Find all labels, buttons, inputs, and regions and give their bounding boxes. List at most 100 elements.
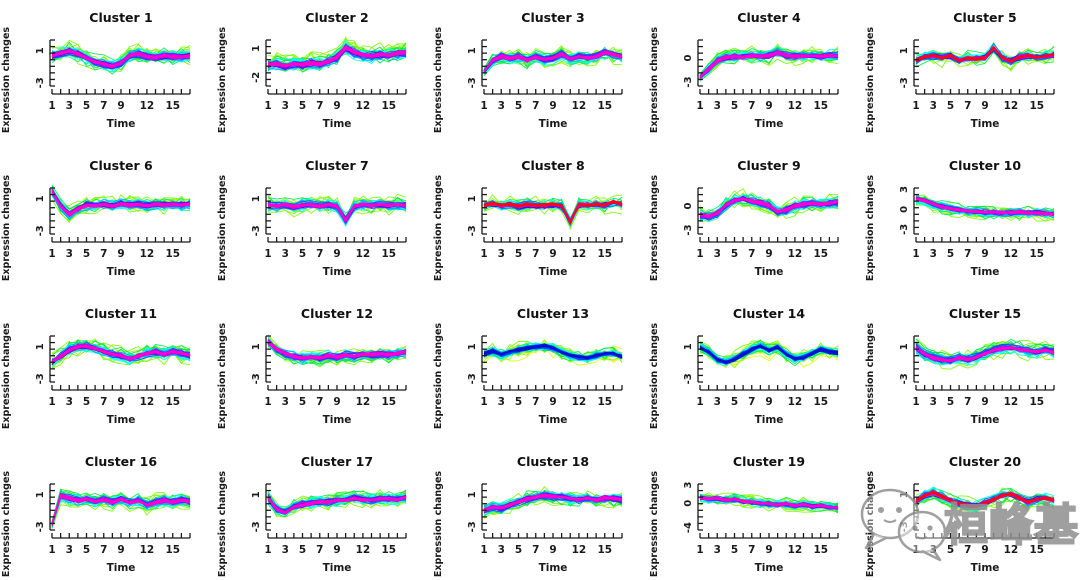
x-tick-label: 9 — [981, 396, 988, 408]
y-axis: -3 1 — [251, 335, 271, 384]
y-tick-label: 1 — [35, 47, 46, 54]
x-axis: 1 3 5 7 9 12 15 — [480, 237, 623, 260]
x-axis: 1 3 5 7 9 12 15 — [48, 385, 191, 408]
x-axis-label: Time — [755, 266, 784, 278]
x-tick-label: 9 — [549, 396, 556, 408]
x-axis: 1 3 5 7 9 12 15 — [264, 237, 407, 260]
line-bundle — [267, 36, 407, 73]
expression-line — [267, 342, 407, 359]
y-tick-label: 1 — [251, 343, 262, 350]
x-axis: 1 3 5 7 9 12 15 — [48, 237, 191, 260]
y-tick-label: 1 — [467, 47, 478, 54]
cluster-panel-12: Cluster 12 Expression changes -3 1 1 3 5 7 9 12 15… — [216, 296, 432, 444]
x-tick-label: 5 — [299, 396, 306, 408]
cluster-panel-11: Cluster 11 Expression changes -3 1 1 3 5 7 9 12 15… — [0, 296, 216, 444]
line-bundle — [699, 339, 839, 369]
panel-title: Cluster 3 — [521, 10, 584, 25]
x-tick-label: 1 — [48, 100, 55, 112]
cluster-panel-17: Cluster 17 Expression changes -3 1 1 3 5 7 9 12 15… — [216, 444, 432, 580]
cluster-panel-8: Cluster 8 Expression changes -3 1 1 3 5 7 9 12 15 T… — [432, 148, 648, 296]
panel-title: Cluster 17 — [301, 454, 373, 469]
y-tick-label: 1 — [899, 491, 910, 498]
cluster-panel-1: Cluster 1 Expression changes -3 1 1 3 5 7 9 12 15 T… — [0, 0, 216, 148]
x-tick-label: 9 — [333, 396, 340, 408]
cluster-panel-5: Cluster 5 Expression changes -3 1 1 3 5 7 9 12 15 T… — [864, 0, 1080, 148]
x-tick-label: 15 — [381, 100, 396, 112]
x-tick-label: 9 — [333, 544, 340, 556]
x-axis-label: Time — [323, 414, 352, 426]
x-tick-label: 1 — [696, 100, 703, 112]
y-axis: -3 1 — [251, 187, 271, 236]
x-tick-label: 12 — [572, 396, 587, 408]
x-tick-label: 1 — [48, 544, 55, 556]
cluster-panel-4: Cluster 4 Expression changes -3 0 1 3 5 7 9 12 15 T… — [648, 0, 864, 148]
x-tick-label: 5 — [83, 544, 90, 556]
x-tick-label: 7 — [532, 248, 539, 260]
line-bundle — [51, 488, 191, 529]
x-axis-label: Time — [107, 118, 136, 130]
panel-title: Cluster 9 — [737, 158, 800, 173]
x-tick-label: 3 — [282, 100, 289, 112]
y-tick-label: -3 — [467, 225, 478, 236]
y-axis: -3 1 — [899, 335, 919, 384]
x-tick-label: 1 — [912, 396, 919, 408]
x-tick-label: 9 — [117, 248, 124, 260]
y-axis-label: Expression changes — [433, 471, 444, 578]
x-axis: 1 3 5 7 9 12 15 — [264, 89, 407, 112]
x-tick-label: 1 — [264, 248, 271, 260]
x-tick-label: 15 — [381, 396, 396, 408]
x-tick-label: 7 — [100, 544, 107, 556]
x-tick-label: 7 — [316, 544, 323, 556]
x-tick-label: 7 — [748, 544, 755, 556]
y-axis: -3 1 — [683, 335, 703, 384]
cluster-panel-2: Cluster 2 Expression changes -2 1 1 3 5 7 9 12 15 T… — [216, 0, 432, 148]
expression-line — [51, 192, 191, 216]
x-tick-label: 12 — [356, 248, 371, 260]
x-tick-label: 3 — [498, 100, 505, 112]
y-tick-label: -3 — [899, 373, 910, 384]
x-axis: 1 3 5 7 9 12 15 — [480, 89, 623, 112]
y-axis: -3 1 — [35, 483, 55, 532]
x-tick-label: 15 — [813, 544, 828, 556]
x-tick-label: 1 — [696, 396, 703, 408]
x-tick-label: 3 — [498, 544, 505, 556]
y-tick-label: 0 — [683, 202, 694, 209]
expression-line — [915, 491, 1055, 507]
x-tick-label: 3 — [930, 396, 937, 408]
y-tick-label: -3 — [467, 373, 478, 384]
y-axis-label: Expression changes — [1, 27, 12, 134]
panel-title: Cluster 13 — [517, 306, 589, 321]
x-axis: 1 3 5 7 9 12 15 — [912, 385, 1055, 408]
x-axis-label: Time — [539, 118, 568, 130]
x-tick-label: 9 — [765, 396, 772, 408]
x-tick-label: 7 — [964, 100, 971, 112]
y-axis: -3 1 — [35, 39, 55, 88]
line-bundle — [483, 45, 623, 77]
x-tick-label: 15 — [597, 544, 612, 556]
expression-line — [699, 198, 839, 218]
y-axis: -3 0 — [683, 39, 703, 88]
y-axis-label: Expression changes — [1, 323, 12, 430]
y-axis: -3 1 — [35, 187, 55, 236]
y-tick-label: 1 — [899, 343, 910, 350]
line-bundle — [915, 486, 1055, 514]
expression-line — [483, 496, 623, 516]
y-axis-label: Expression changes — [1, 471, 12, 578]
x-tick-label: 12 — [1004, 248, 1019, 260]
x-axis-label: Time — [107, 266, 136, 278]
y-axis-label: Expression changes — [865, 175, 876, 282]
x-tick-label: 12 — [1004, 544, 1019, 556]
x-axis: 1 3 5 7 9 12 15 — [696, 89, 839, 112]
panel-title: Cluster 6 — [89, 158, 153, 173]
x-axis-label: Time — [107, 562, 136, 574]
y-tick-label: -3 — [251, 521, 262, 532]
x-tick-label: 15 — [381, 544, 396, 556]
line-bundle — [51, 184, 191, 224]
x-tick-label: 12 — [788, 544, 803, 556]
x-tick-label: 3 — [66, 100, 73, 112]
x-tick-label: 3 — [714, 100, 721, 112]
y-tick-label: -3 — [683, 373, 694, 384]
x-tick-label: 12 — [572, 100, 587, 112]
